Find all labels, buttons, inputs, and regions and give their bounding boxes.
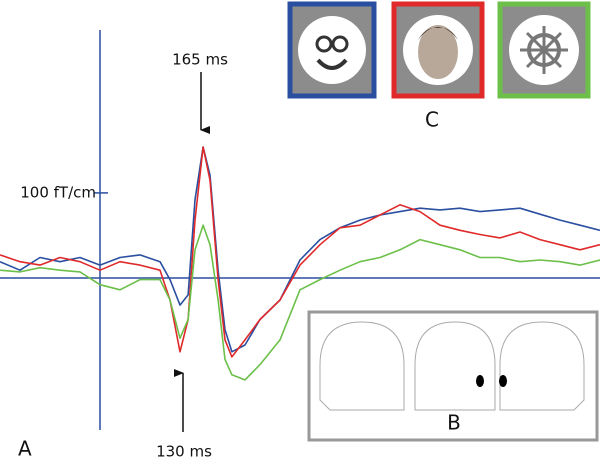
- panel-label: A: [18, 437, 32, 461]
- panel-c: [287, 1, 591, 99]
- stimulus-detail: [520, 26, 568, 74]
- panel-label: C: [425, 108, 439, 132]
- series-line: [0, 146, 600, 358]
- stimulus-detail: [331, 35, 349, 53]
- series-line: [0, 224, 600, 381]
- face: [418, 25, 458, 79]
- annotation: 165 ms: [172, 51, 228, 69]
- stimulus-detail: [315, 35, 333, 53]
- y-tick-label: 100 fT/cm: [20, 183, 96, 201]
- panel-b: [307, 310, 599, 442]
- sensor-helmet: [499, 321, 585, 411]
- panel-label: B: [447, 411, 461, 435]
- inset-frame: [307, 310, 599, 442]
- sensor-helmet: [414, 321, 496, 411]
- sensor-helmet: [319, 321, 405, 411]
- sensor-highlight: [499, 375, 507, 387]
- annotation: 130 ms: [156, 443, 212, 461]
- hair: [418, 27, 458, 40]
- stimulus: [298, 16, 366, 84]
- series-line: [0, 146, 600, 353]
- stimulus-detail: [316, 58, 348, 70]
- sensor-highlight: [476, 375, 484, 387]
